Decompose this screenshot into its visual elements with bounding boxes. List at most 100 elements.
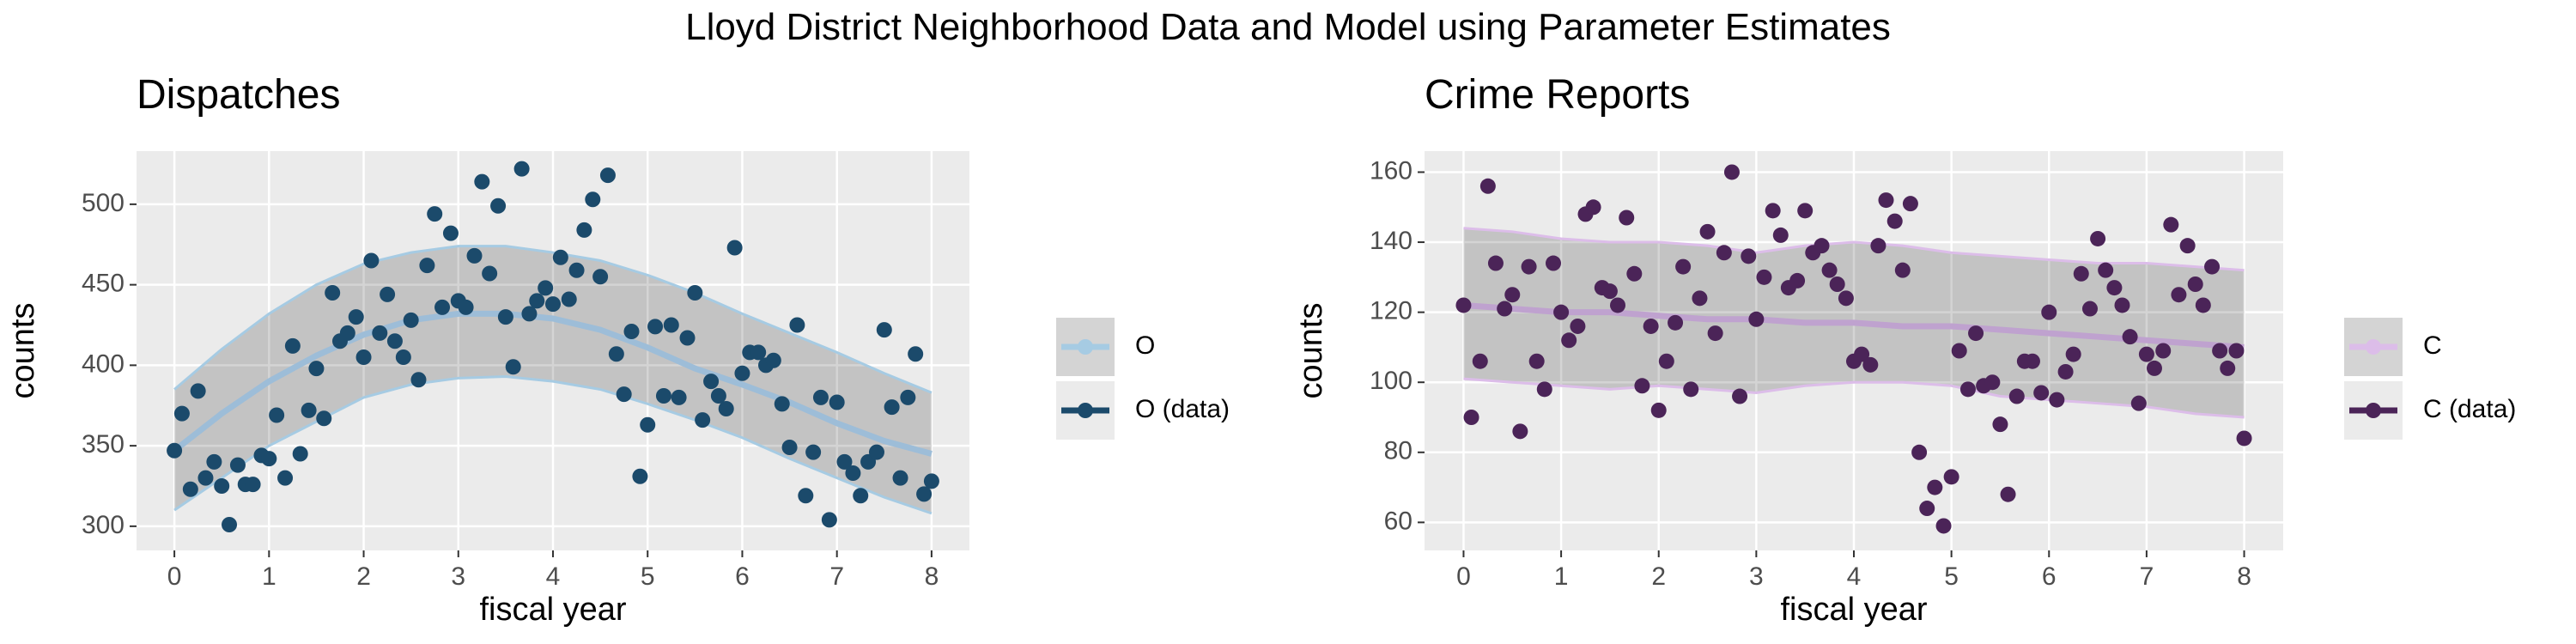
y-axis-label: counts <box>5 303 41 399</box>
y-tick-label: 400 <box>82 349 125 378</box>
data-point <box>545 296 561 313</box>
data-point <box>386 333 403 349</box>
data-point <box>206 453 222 470</box>
data-point <box>1512 423 1528 440</box>
data-point <box>301 402 317 418</box>
y-tick-label: 350 <box>82 430 125 459</box>
data-point <box>640 416 656 433</box>
data-point <box>2090 230 2106 246</box>
data-point <box>1707 325 1723 342</box>
data-point <box>403 312 419 328</box>
legend-key-point <box>2366 403 2381 418</box>
data-point <box>214 478 230 494</box>
data-point <box>1716 245 1732 261</box>
data-point <box>2106 280 2123 296</box>
data-point <box>1723 164 1740 180</box>
data-point <box>1814 238 1830 254</box>
data-point <box>908 346 924 362</box>
data-point <box>1854 346 1870 362</box>
y-tick-label: 160 <box>1370 156 1413 185</box>
data-point <box>1619 210 1635 226</box>
data-point <box>2195 297 2211 313</box>
data-point <box>355 349 372 365</box>
x-tick-label: 4 <box>1847 562 1862 591</box>
data-point <box>608 346 624 362</box>
x-tick-label: 1 <box>262 562 276 591</box>
data-point <box>1668 314 1684 331</box>
data-point <box>292 446 308 462</box>
data-point <box>380 286 396 302</box>
data-point <box>466 247 483 264</box>
data-point <box>222 517 238 532</box>
data-point <box>561 291 577 307</box>
data-point <box>427 206 443 222</box>
data-point <box>1741 248 1757 264</box>
x-tick-label: 5 <box>641 562 655 591</box>
data-point <box>1984 374 2001 391</box>
legend-key-point <box>2366 339 2381 355</box>
data-point <box>173 405 190 422</box>
data-point <box>1919 501 1935 517</box>
data-point <box>836 453 853 470</box>
data-point <box>284 337 301 354</box>
data-point <box>1683 381 1699 398</box>
data-point <box>1570 318 1586 334</box>
data-point <box>821 512 837 528</box>
data-point <box>1829 276 1845 292</box>
data-point <box>490 197 507 214</box>
data-point <box>1789 272 1806 289</box>
model-line <box>1463 301 2245 350</box>
data-point <box>1911 444 1928 460</box>
data-point <box>2065 346 2081 362</box>
data-point <box>687 285 703 301</box>
data-point <box>868 444 884 460</box>
data-point <box>395 349 411 365</box>
data-point <box>1838 290 1854 307</box>
data-point <box>1959 381 1976 398</box>
x-axis-label: fiscal year <box>1780 592 1927 628</box>
data-point <box>568 262 585 278</box>
x-axis-label: fiscal year <box>479 592 626 628</box>
y-tick-label: 100 <box>1370 367 1413 395</box>
data-point <box>829 394 845 410</box>
data-point <box>1748 311 1765 327</box>
data-point <box>1951 343 1967 359</box>
data-point <box>2000 486 2016 502</box>
x-tick-label: 6 <box>2042 562 2057 591</box>
data-point <box>671 389 687 405</box>
x-tick-label: 3 <box>451 562 465 591</box>
data-point <box>2204 258 2221 275</box>
data-point <box>2138 346 2154 362</box>
data-point <box>261 451 277 467</box>
data-point <box>1935 518 1952 534</box>
data-point <box>1487 255 1504 271</box>
data-point <box>1992 416 2008 433</box>
data-point <box>2082 301 2098 317</box>
data-point <box>552 249 568 265</box>
data-point <box>1968 325 1984 342</box>
data-point <box>1902 196 1918 212</box>
data-point <box>900 389 916 405</box>
data-point <box>734 365 750 381</box>
data-point <box>916 486 933 502</box>
data-point <box>592 269 609 285</box>
data-point <box>474 173 490 190</box>
data-point <box>1536 381 1552 398</box>
model-line <box>172 310 933 457</box>
band-upper-edge <box>173 245 933 394</box>
data-point <box>1585 199 1601 216</box>
data-point <box>245 477 261 493</box>
data-point <box>1634 378 1650 394</box>
x-tick-label: 0 <box>167 562 182 591</box>
data-point <box>229 457 246 473</box>
data-point <box>1692 290 1708 307</box>
data-point <box>2171 287 2187 303</box>
x-tick-label: 0 <box>1456 562 1471 591</box>
legend-label: C (data) <box>2423 395 2516 423</box>
data-point <box>167 442 183 459</box>
data-point <box>1732 388 1748 404</box>
data-point <box>703 374 720 390</box>
data-point <box>1497 301 1513 317</box>
data-point <box>442 225 459 241</box>
band-upper-edge <box>1463 227 2245 272</box>
